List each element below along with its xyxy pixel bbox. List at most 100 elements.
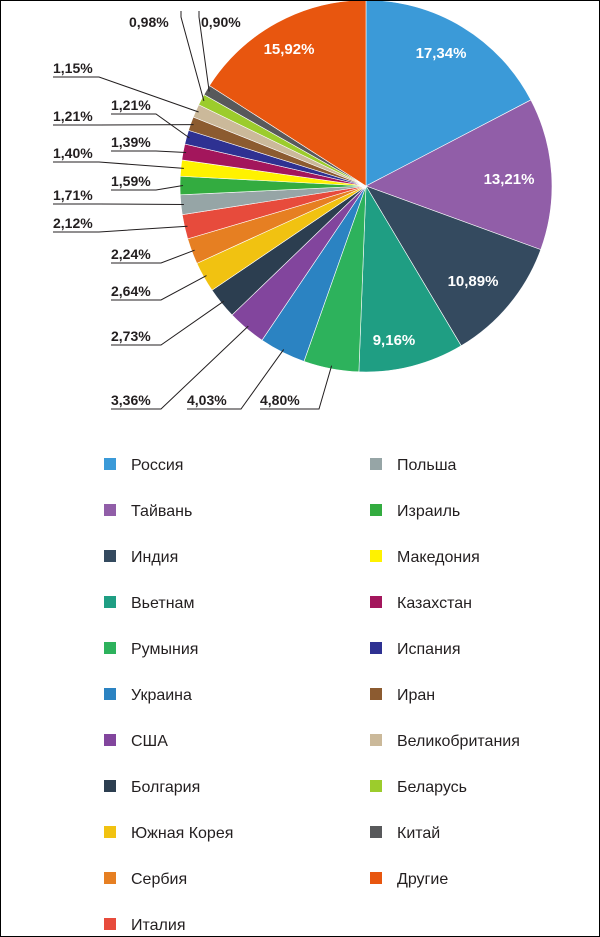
legend-swatch-19 <box>370 826 382 838</box>
legend-item-16: Иран <box>370 687 435 704</box>
legend-swatch-18 <box>370 780 382 792</box>
slice-label-outside-10: 2,12% <box>53 215 93 231</box>
legend-item-4: Румыния <box>104 641 198 658</box>
slice-label-outside-6: 3,36% <box>111 392 151 408</box>
slice-label-inside-20: 15,92% <box>264 41 315 58</box>
pie-slices <box>179 1 553 373</box>
pie-slice-3 <box>358 184 462 373</box>
leader-line-11 <box>53 203 184 205</box>
legend: Россия Тайвань Индия Вьетнам Румыния Украина С… <box>104 457 520 934</box>
legend-item-1: Тайвань <box>104 503 192 520</box>
legend-swatch-10 <box>104 918 116 930</box>
slice-label-outside-13: 1,40% <box>53 145 93 161</box>
legend-swatch-6 <box>104 734 116 746</box>
slice-label-inside-1: 13,21% <box>484 171 535 188</box>
legend-swatch-17 <box>370 734 382 746</box>
slice-label-outside-5: 4,03% <box>187 392 227 408</box>
leader-line-4 <box>260 365 333 410</box>
legend-swatch-14 <box>370 596 382 608</box>
pie-slice-0 <box>365 1 532 187</box>
legend-label-1: Тайвань <box>131 503 192 520</box>
legend-label-6: США <box>131 733 168 750</box>
leader-line-10 <box>53 225 188 233</box>
slice-label-outside-9: 2,24% <box>111 246 151 262</box>
slice-label-outside-11: 1,71% <box>53 187 93 203</box>
legend-swatch-5 <box>104 688 116 700</box>
leader-lines <box>53 11 333 410</box>
legend-label-20: Другие <box>397 871 448 888</box>
legend-swatch-4 <box>104 642 116 654</box>
legend-swatch-9 <box>104 872 116 884</box>
legend-item-18: Беларусь <box>370 779 467 796</box>
legend-item-8: Южная Корея <box>104 825 233 842</box>
legend-swatch-0 <box>104 458 116 470</box>
legend-swatch-11 <box>370 458 382 470</box>
slice-label-inside-0: 17,34% <box>416 45 467 62</box>
legend-item-12: Израиль <box>370 503 460 520</box>
legend-label-19: Китай <box>397 825 440 842</box>
legend-item-7: Болгария <box>104 779 200 796</box>
slice-label-outside-15: 1,21% <box>111 97 151 113</box>
legend-swatch-16 <box>370 688 382 700</box>
legend-label-12: Израиль <box>397 503 460 520</box>
leader-line-8 <box>111 275 207 301</box>
legend-label-3: Вьетнам <box>131 595 194 612</box>
slice-label-outside-8: 2,64% <box>111 283 151 299</box>
legend-swatch-7 <box>104 780 116 792</box>
leader-line-13 <box>53 161 184 169</box>
leader-line-7 <box>111 300 225 346</box>
leader-line-14 <box>111 150 187 153</box>
legend-label-5: Украина <box>131 687 192 704</box>
legend-label-14: Казахстан <box>397 595 472 612</box>
legend-swatch-3 <box>104 596 116 608</box>
slice-label-inside-2: 10,89% <box>448 273 499 290</box>
legend-item-17: Великобритания <box>370 733 520 750</box>
slice-label-outside-16: 1,21% <box>53 108 93 124</box>
legend-swatch-12 <box>370 504 382 516</box>
legend-label-17: Великобритания <box>397 733 520 750</box>
legend-label-2: Индия <box>131 549 178 566</box>
legend-swatch-8 <box>104 826 116 838</box>
legend-item-9: Сербия <box>104 871 187 888</box>
legend-item-11: Польша <box>370 457 457 474</box>
slice-label-outside-17: 1,15% <box>53 60 93 76</box>
legend-swatch-20 <box>370 872 382 884</box>
legend-label-7: Болгария <box>131 779 200 796</box>
leader-line-12 <box>111 185 184 191</box>
leader-line-19 <box>198 11 210 92</box>
slice-label-outside-4: 4,80% <box>260 392 300 408</box>
legend-item-13: Македония <box>370 549 480 566</box>
leader-line-15 <box>111 113 190 139</box>
leader-line-17 <box>53 76 199 113</box>
legend-item-0: Россия <box>104 457 183 474</box>
legend-label-9: Сербия <box>131 871 187 888</box>
pie-slice-2 <box>365 185 542 347</box>
slice-label-outside-19: 0,90% <box>201 14 241 30</box>
legend-item-3: Вьетнам <box>104 595 194 612</box>
slice-label-outside-12: 1,59% <box>111 173 151 189</box>
legend-item-5: Украина <box>104 687 192 704</box>
legend-swatch-1 <box>104 504 116 516</box>
leader-line-18 <box>180 11 205 102</box>
legend-item-10: Италия <box>104 917 185 934</box>
slice-label-outside-14: 1,39% <box>111 134 151 150</box>
legend-label-0: Россия <box>131 457 183 474</box>
legend-label-10: Италия <box>131 917 185 934</box>
legend-label-18: Беларусь <box>397 779 467 796</box>
legend-swatch-2 <box>104 550 116 562</box>
legend-swatch-13 <box>370 550 382 562</box>
pie-slice-1 <box>365 99 553 251</box>
legend-item-2: Индия <box>104 549 178 566</box>
legend-label-11: Польша <box>397 457 457 474</box>
legend-item-19: Китай <box>370 825 440 842</box>
leader-line-9 <box>111 249 195 264</box>
slice-label-outside-18: 0,98% <box>129 14 169 30</box>
legend-item-6: США <box>104 733 168 750</box>
legend-swatch-15 <box>370 642 382 654</box>
legend-label-15: Испания <box>397 641 461 658</box>
slice-label-inside-3: 9,16% <box>373 332 416 349</box>
inside-labels: 17,34% 13,21% 10,89% 9,16% 15,92% <box>264 41 535 349</box>
legend-label-4: Румыния <box>131 641 198 658</box>
